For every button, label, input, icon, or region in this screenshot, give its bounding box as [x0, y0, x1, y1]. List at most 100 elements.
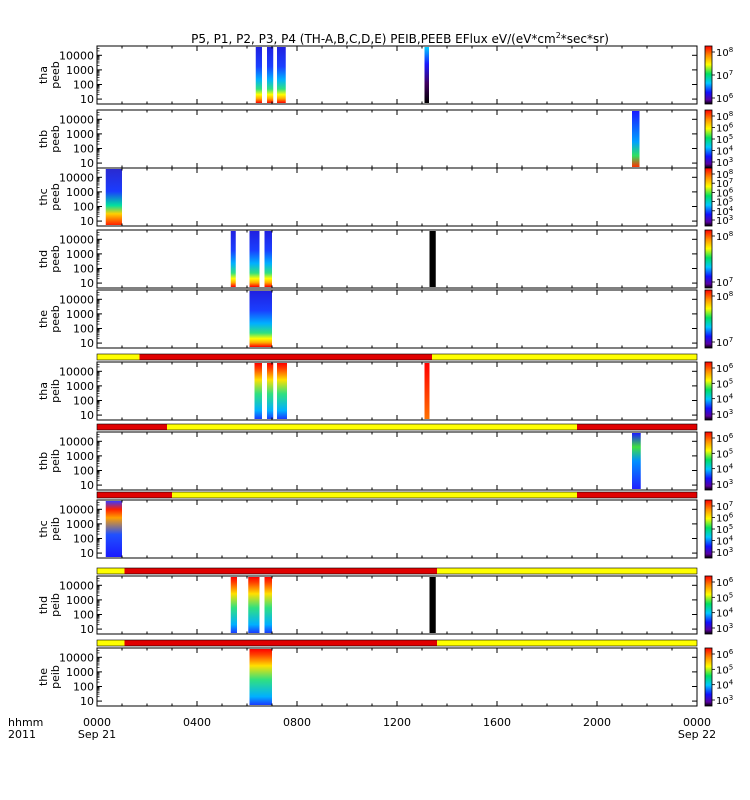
- y-tick-label: 10000: [59, 233, 94, 246]
- panel-label-probe: tha: [37, 382, 50, 400]
- time-axis-caption: hhmm: [8, 716, 43, 729]
- y-tick-label: 1000: [66, 450, 94, 463]
- time-tick-label: 0400: [183, 716, 211, 729]
- y-tick-label: 1000: [66, 186, 94, 199]
- panel-frame: [96, 499, 698, 559]
- y-tick-label: 10000: [59, 579, 94, 592]
- colorbar-tick-label: 106: [716, 362, 734, 375]
- panel-label-probe: thd: [37, 250, 50, 268]
- panel-label-product: peeb: [49, 61, 62, 89]
- colorbar-tick-label: 104: [716, 463, 734, 476]
- y-tick-label: 1000: [66, 380, 94, 393]
- panel-frame: [96, 361, 698, 421]
- colorbar-tick-label: 107: [716, 69, 733, 82]
- y-tick-label: 10: [80, 277, 94, 290]
- panel-frame: [96, 289, 698, 349]
- colorbar-tick-label: 106: [716, 512, 734, 525]
- y-tick-label: 10000: [59, 293, 94, 306]
- colorbar-tick-label: 104: [716, 393, 734, 406]
- y-tick-label: 10000: [59, 503, 94, 516]
- spectrogram-segment: [255, 47, 262, 103]
- spectrogram-segment: [264, 231, 272, 287]
- burst-mode-segment: [172, 492, 577, 498]
- panel-label-probe: thc: [37, 188, 50, 205]
- colorbar-tick-label: 106: [716, 186, 734, 199]
- burst-mode-segment: [97, 492, 172, 498]
- burst-mode-segment: [437, 640, 697, 646]
- burst-mode-segment: [97, 640, 125, 646]
- colorbar-tick-label: 103: [716, 546, 733, 559]
- colorbar-tick-label: 105: [716, 663, 733, 676]
- spectrogram-segment: [277, 47, 286, 103]
- spectrogram-segment: [230, 577, 237, 633]
- colorbar-tick-label: 108: [716, 168, 733, 181]
- spectrogram-segment: [429, 577, 436, 633]
- burst-bar-frame: [96, 639, 698, 647]
- y-tick-label: 100: [73, 680, 94, 693]
- colorbar-tick-label: 104: [716, 607, 734, 620]
- colorbar: [704, 575, 713, 635]
- y-tick-label: 100: [73, 142, 94, 155]
- colorbar-tick-label: 106: [716, 648, 734, 661]
- panel-label-product: peib: [49, 379, 62, 403]
- panel-label-probe: the: [37, 310, 50, 328]
- colorbar-tick-label: 103: [716, 622, 733, 635]
- colorbar-tick-label: 105: [716, 196, 733, 209]
- y-tick-label: 10: [80, 215, 94, 228]
- panel-label-product: peib: [49, 665, 62, 689]
- panel-label-product: peeb: [49, 305, 62, 333]
- burst-bar-frame: [96, 353, 698, 361]
- date-tick-label: Sep 21: [78, 728, 116, 741]
- spectrogram-segment: [632, 111, 640, 167]
- panel-label-product: peeb: [49, 183, 62, 211]
- colorbar-tick-label: 104: [716, 679, 734, 692]
- colorbar: [704, 289, 713, 349]
- date-tick-label: Sep 22: [678, 728, 716, 741]
- panel-label-product: peeb: [49, 125, 62, 153]
- colorbar-tick-label: 105: [716, 133, 733, 146]
- spectrogram-segment: [249, 231, 260, 287]
- colorbar: [704, 229, 713, 289]
- colorbar-tick-label: 105: [716, 523, 733, 536]
- panel-label-probe: the: [37, 668, 50, 686]
- colorbar-tick-label: 103: [716, 214, 733, 227]
- colorbar: [704, 45, 713, 105]
- colorbar-tick-label: 108: [716, 290, 733, 303]
- burst-bar-frame: [96, 491, 698, 499]
- y-tick-label: 100: [73, 322, 94, 335]
- spectrogram-segment: [429, 231, 436, 287]
- colorbar-tick-label: 106: [716, 92, 734, 105]
- colorbar: [704, 499, 713, 559]
- burst-mode-segment: [432, 354, 697, 360]
- colorbar-tick-label: 103: [716, 156, 733, 169]
- colorbar-tick-label: 105: [716, 447, 733, 460]
- spectrogram-segment: [254, 363, 262, 419]
- y-tick-label: 1000: [66, 128, 94, 141]
- time-tick-label: 0800: [283, 716, 311, 729]
- colorbar-tick-label: 107: [716, 500, 733, 513]
- figure-title: P5, P1, P2, P3, P4 (TH-A,B,C,D,E) PEIB,P…: [191, 31, 609, 46]
- y-tick-label: 100: [73, 464, 94, 477]
- spectrogram-segment: [230, 231, 236, 287]
- y-tick-label: 10000: [59, 113, 94, 126]
- colorbar-tick-label: 103: [716, 408, 733, 421]
- y-tick-label: 10000: [59, 651, 94, 664]
- panel-frame: [96, 575, 698, 635]
- spectrogram-segment: [105, 169, 122, 225]
- colorbar-tick-label: 107: [716, 336, 733, 349]
- spectrogram-segment: [267, 363, 274, 419]
- colorbar-tick-label: 108: [716, 110, 733, 123]
- spectrogram-segment: [105, 501, 122, 557]
- time-tick-label: 1600: [483, 716, 511, 729]
- panel-label-product: peib: [49, 449, 62, 473]
- spectrogram-segment: [424, 363, 430, 419]
- panel-label-probe: thc: [37, 520, 50, 537]
- panel-label-product: peeb: [49, 245, 62, 273]
